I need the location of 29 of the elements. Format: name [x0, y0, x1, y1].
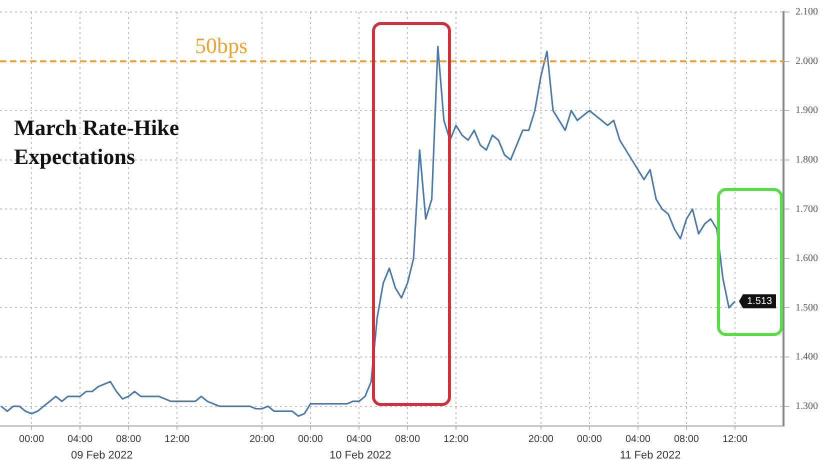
x-tick-label: 04:00 [68, 434, 93, 445]
y-tick-label: 1.700 [796, 204, 818, 215]
y-tick-label: 1.900 [796, 105, 818, 116]
text: 11 Feb 2022 [620, 450, 681, 462]
text: 10 Feb 2022 [330, 450, 392, 462]
x-tick-label: 00:00 [298, 434, 324, 445]
text: 09 Feb 2022 [70, 450, 133, 462]
x-tick-label: 04:00 [625, 434, 651, 445]
x-tick-label: 12:00 [164, 434, 190, 445]
x-tick-label: 00:00 [19, 434, 44, 445]
x-tick-label: 08:00 [395, 434, 420, 445]
y-tick-label: 1.800 [796, 154, 818, 166]
x-tick-label: 00:00 [576, 434, 602, 445]
x-tick-label: 20:00 [528, 434, 554, 445]
x-tick-label: 04:00 [346, 434, 372, 445]
x-tick-label: 08:00 [116, 434, 142, 445]
y-tick-label: 1.600 [796, 253, 818, 264]
y-tick-label: 1.300 [796, 400, 818, 412]
y-tick-label: 2.000 [796, 56, 818, 67]
x-tick-label: 12:00 [444, 434, 469, 445]
ref-line-label: 50bps [195, 33, 248, 58]
y-tick-label: 1.400 [796, 352, 818, 363]
x-tick-label: 08:00 [674, 434, 700, 445]
y-tick-label: 1.500 [796, 302, 818, 314]
y-tick-label: 2.100 [796, 6, 818, 18]
x-tick-label: 12:00 [722, 434, 748, 445]
text: March Rate-Hike Expectations [14, 114, 180, 171]
x-tick-label: 20:00 [249, 434, 275, 445]
data-label: 1.513 [746, 296, 772, 308]
